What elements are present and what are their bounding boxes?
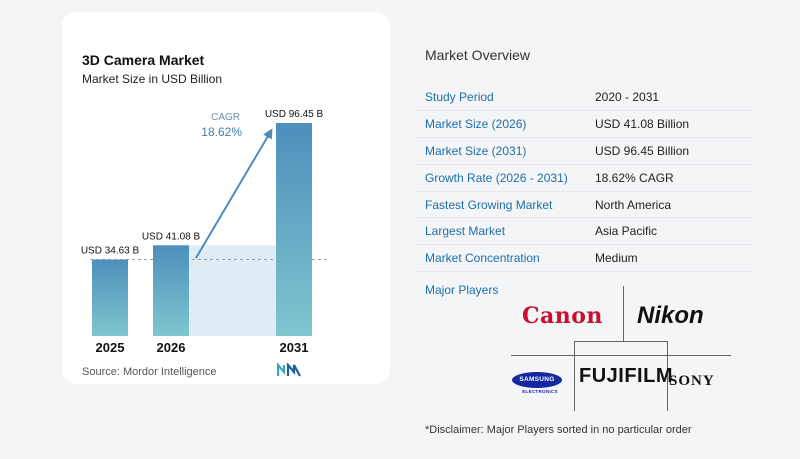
table-row: Study Period 2020 - 2031 bbox=[416, 84, 752, 112]
bar-2031 bbox=[276, 123, 312, 336]
players-divider-box-right bbox=[667, 341, 668, 411]
row-value: North America bbox=[586, 191, 752, 219]
major-players-label: Major Players bbox=[425, 283, 499, 297]
bar-2025 bbox=[92, 259, 128, 336]
data-label-2025: USD 34.63 B bbox=[81, 246, 140, 257]
disclaimer: *Disclaimer: Major Players sorted in no … bbox=[425, 424, 692, 436]
row-value: 2020 - 2031 bbox=[586, 84, 752, 112]
row-value: 18.62% CAGR bbox=[586, 164, 752, 192]
table-row: Growth Rate (2026 - 2031) 18.62% CAGR bbox=[416, 164, 752, 192]
row-key: Study Period bbox=[416, 84, 586, 112]
row-key: Growth Rate (2026 - 2031) bbox=[416, 164, 586, 192]
row-key: Largest Market bbox=[416, 217, 586, 246]
table-row: Market Size (2031) USD 96.45 Billion bbox=[416, 137, 752, 165]
nikon-logo: Nikon bbox=[637, 302, 704, 329]
row-value: Medium bbox=[586, 244, 752, 273]
growth-shade bbox=[189, 245, 276, 336]
table-row: Largest Market Asia Pacific bbox=[416, 217, 752, 246]
data-label-2026: USD 41.08 B bbox=[142, 231, 201, 242]
row-value: USD 96.45 Billion bbox=[586, 137, 752, 165]
samsung-logo: SAMSUNG ELECTRONICS bbox=[512, 372, 572, 394]
table-row: Market Concentration Medium bbox=[416, 244, 752, 273]
players-divider-horizontal bbox=[511, 355, 731, 356]
chart-subtitle: Market Size in USD Billion bbox=[82, 72, 223, 86]
row-value: Asia Pacific bbox=[586, 217, 752, 246]
samsung-logo-sub: ELECTRONICS bbox=[522, 389, 558, 394]
source-note: Source: Mordor Intelligence bbox=[82, 366, 217, 378]
row-key: Market Concentration bbox=[416, 244, 586, 273]
bar-2026 bbox=[153, 245, 189, 336]
players-divider-box-left bbox=[574, 341, 575, 411]
players-divider-box-top bbox=[574, 341, 668, 342]
row-key: Fastest Growing Market bbox=[416, 191, 586, 219]
x-tick-label: 2031 bbox=[280, 340, 309, 355]
x-tick-label: 2025 bbox=[96, 340, 125, 355]
canon-logo: Canon bbox=[522, 303, 603, 329]
mordor-logo-icon bbox=[277, 363, 301, 377]
row-key: Market Size (2026) bbox=[416, 110, 586, 139]
table-row: Fastest Growing Market North America bbox=[416, 191, 752, 219]
cagr-value: 18.62% bbox=[201, 125, 242, 139]
samsung-logo-mark: SAMSUNG bbox=[512, 372, 562, 388]
sony-logo: SONY bbox=[669, 373, 715, 389]
cagr-label: CAGR bbox=[211, 112, 240, 123]
fujifilm-logo: FUJIFILM bbox=[579, 365, 673, 387]
overview-title: Market Overview bbox=[425, 47, 531, 63]
table-row: Market Size (2026) USD 41.08 Billion bbox=[416, 110, 752, 139]
cagr-arrow bbox=[195, 128, 273, 259]
row-value: USD 41.08 Billion bbox=[586, 110, 752, 139]
x-tick-label: 2026 bbox=[157, 340, 186, 355]
row-key: Market Size (2031) bbox=[416, 137, 586, 165]
overview-table: Study Period 2020 - 2031 Market Size (202… bbox=[416, 84, 752, 273]
players-divider-vertical-top bbox=[623, 286, 624, 341]
data-label-2031: USD 96.45 B bbox=[265, 109, 324, 120]
chart-title: 3D Camera Market bbox=[82, 52, 205, 68]
